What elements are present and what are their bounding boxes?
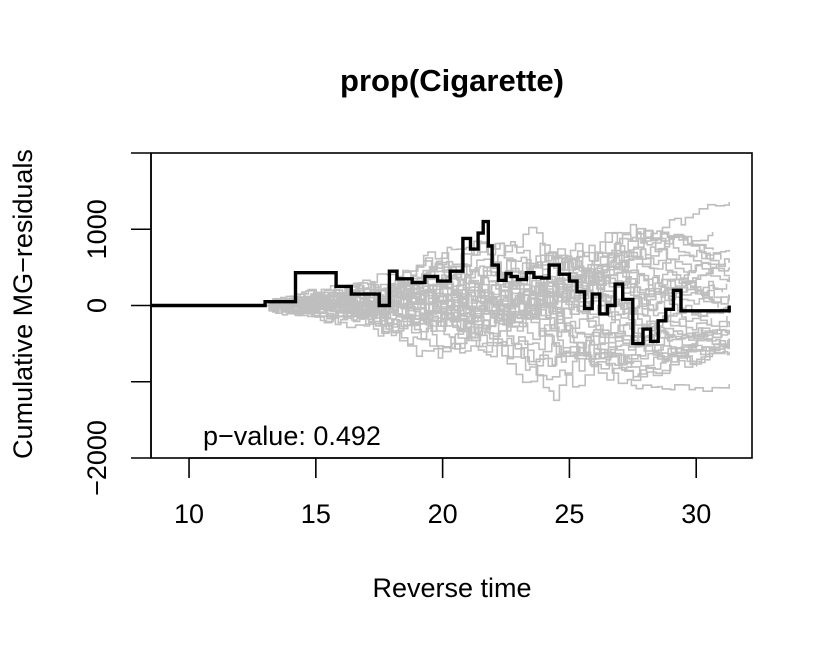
simulated-paths — [265, 202, 730, 402]
y-axis: −2000 0 1000 — [82, 152, 152, 496]
chart-title: prop(Cigarette) — [340, 63, 564, 98]
y-tick-label: −2000 — [82, 420, 112, 496]
x-axis-label: Reverse time — [372, 573, 531, 603]
simulated-path — [265, 283, 689, 346]
x-tick-label: 20 — [428, 499, 458, 529]
simulated-path — [265, 297, 730, 384]
simulated-path — [265, 245, 730, 332]
simulated-path — [265, 261, 730, 332]
y-tick-label: 1000 — [82, 199, 112, 259]
y-axis-label: Cumulative MG−residuals — [8, 149, 38, 459]
simulated-path — [265, 256, 730, 340]
simulated-path — [265, 226, 714, 313]
p-value-annotation: p−value: 0.492 — [203, 421, 381, 451]
x-tick-label: 25 — [554, 499, 584, 529]
x-tick-label: 15 — [301, 499, 331, 529]
observed-line — [151, 219, 731, 346]
x-tick-label: 10 — [174, 499, 204, 529]
y-tick-label: 0 — [82, 298, 112, 313]
simulated-path — [265, 297, 730, 358]
simulated-path — [265, 290, 730, 366]
x-tick-label: 30 — [681, 499, 711, 529]
x-axis: 10 15 20 25 30 — [174, 457, 711, 529]
observed-path — [151, 219, 731, 346]
